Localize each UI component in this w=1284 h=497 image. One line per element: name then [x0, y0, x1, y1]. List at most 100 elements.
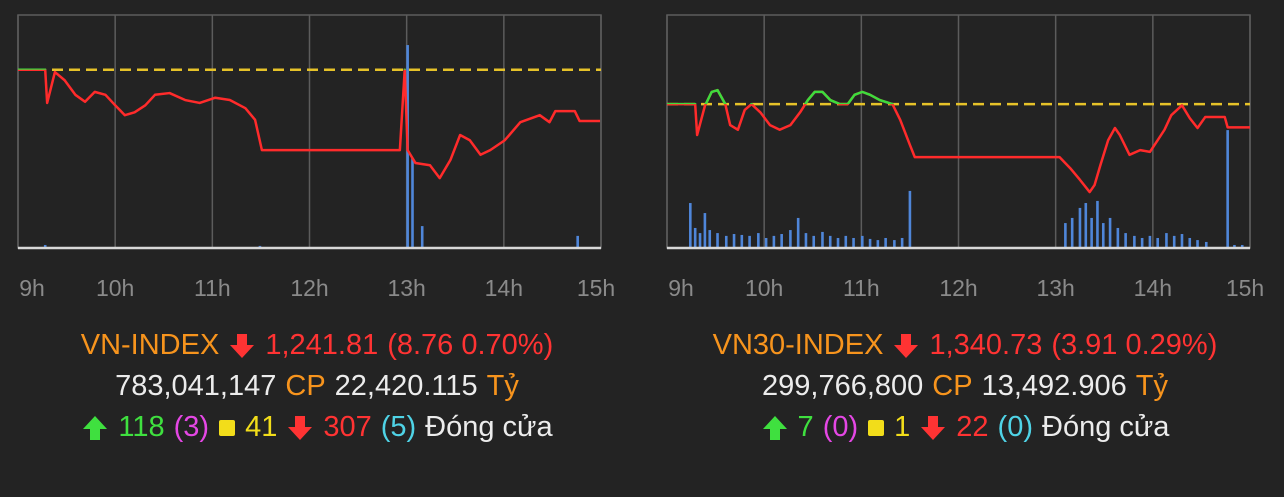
volume-bar: [884, 237, 887, 248]
x-tick-label: 12h: [939, 275, 977, 301]
volume-bar: [411, 158, 414, 248]
volume-bar: [764, 237, 768, 248]
unchanged: 1: [894, 411, 911, 443]
volume-bar: [861, 235, 864, 248]
volume-bar: [876, 240, 880, 248]
volume-bar: [1172, 235, 1176, 248]
volume-bar: [1133, 235, 1136, 248]
volume-bar: [1064, 223, 1067, 248]
down-arrow: [921, 415, 946, 440]
volume-bar: [716, 233, 719, 248]
volume-unit: CP: [285, 370, 326, 402]
volume-bar: [893, 240, 896, 248]
breadth-row: 7 (0) 1 22 (0) Đóng cửa: [650, 407, 1280, 448]
square: [868, 419, 885, 436]
volume-bar: [796, 217, 800, 248]
volume-bar: [757, 233, 760, 248]
volume-bar: [1124, 233, 1127, 248]
volume-bar: [1070, 217, 1074, 248]
volume-bar: [732, 234, 736, 248]
volume-bar: [703, 213, 707, 248]
volume-bar: [1204, 241, 1208, 248]
index-name: VN-INDEX: [80, 329, 220, 361]
volume-bar: [812, 235, 816, 248]
price: 1,241.81: [265, 329, 379, 361]
x-tick-label: 11h: [194, 275, 231, 301]
volume: 299,766,800: [762, 370, 924, 402]
volume-bar: [1140, 237, 1144, 248]
volume-bar: [1188, 237, 1192, 248]
volume-bar: [1096, 200, 1099, 248]
volume-row: 299,766,800 CP 13,492.906 Tỷ: [650, 366, 1280, 407]
ceiling: (3): [173, 411, 210, 443]
value-unit: Tỷ: [486, 370, 519, 402]
x-tick-label: 13h: [1036, 275, 1074, 301]
volume-bar: [1196, 240, 1199, 248]
value: 13,492.906: [981, 370, 1127, 402]
volume-row: 783,041,147 CP 22,420.115 Tỷ: [0, 366, 634, 407]
price-line-above: [667, 88, 1183, 105]
volume-bar: [708, 230, 712, 248]
volume-bar: [772, 235, 776, 248]
ceiling: (0): [822, 411, 859, 443]
declines: 22: [956, 411, 989, 443]
volume-bar: [1090, 217, 1093, 248]
volume-bar: [1180, 234, 1184, 248]
x-tick-label: 12h: [290, 275, 328, 301]
price-line: [18, 68, 601, 180]
change: (8.76 0.70%): [387, 329, 554, 361]
volume-bar: [1240, 244, 1244, 248]
price: 1,340.73: [929, 329, 1043, 361]
x-tick-label: 11h: [843, 275, 880, 301]
advances: 7: [797, 411, 814, 443]
volume-bar: [1108, 217, 1112, 248]
volume-bar: [724, 235, 728, 248]
volume-bar: [1116, 227, 1120, 248]
x-tick-label: 9h: [668, 275, 694, 301]
volume-bar: [693, 227, 697, 248]
x-tick-label: 14h: [1134, 275, 1172, 301]
volume-bar: [748, 235, 751, 248]
price-row: VN30-INDEX 1,340.73 (3.91 0.29%): [650, 325, 1280, 366]
volume-bar: [868, 238, 872, 248]
volume-bar: [836, 237, 840, 248]
down-arrow: [230, 333, 255, 358]
square: [219, 419, 236, 436]
x-tick-label: 14h: [485, 275, 523, 301]
summary: VN30-INDEX 1,340.73 (3.91 0.29%) 299,766…: [650, 325, 1280, 448]
unchanged: 41: [245, 411, 278, 443]
down-arrow: [288, 415, 313, 440]
declines: 307: [323, 411, 372, 443]
x-tick-label: 9h: [19, 275, 45, 301]
volume-bar: [43, 244, 47, 248]
volume-bar: [420, 226, 424, 248]
volume-bar: [1226, 130, 1229, 248]
volume: 783,041,147: [115, 370, 277, 402]
volume-bar: [780, 234, 783, 248]
volume-bar: [1165, 233, 1168, 248]
index-name: VN30-INDEX: [712, 329, 884, 361]
x-tick-label: 10h: [745, 275, 783, 301]
charts: 9h 10h 11h 12h 13h 14h 15h 9h 10h 11h 12h 13h 14h 15h: [17, 14, 1264, 301]
advances: 118: [118, 411, 165, 443]
up-arrow: [762, 415, 787, 440]
volume-bar: [804, 233, 808, 248]
summary: VN-INDEX 1,241.81 (8.76 0.70%) 783,041,1…: [0, 325, 634, 448]
volume-bar: [821, 231, 824, 248]
volume-bar: [689, 203, 692, 248]
volume-bar: [1148, 235, 1152, 248]
value-unit: Tỷ: [1135, 370, 1168, 402]
volume-bar: [1101, 223, 1105, 248]
x-tick-label: 15h: [577, 275, 615, 301]
x-tick-label: 13h: [387, 275, 425, 301]
volume-bar: [1078, 207, 1082, 248]
x-tick-label: 15h: [1226, 275, 1264, 301]
volume-unit: CP: [932, 370, 973, 402]
down-arrow: [894, 333, 919, 358]
volume-bar: [828, 235, 832, 248]
volume-bar: [740, 234, 744, 248]
volume-bar: [900, 237, 904, 248]
status: Đóng cửa: [425, 411, 553, 443]
volume-bar: [1156, 237, 1159, 248]
